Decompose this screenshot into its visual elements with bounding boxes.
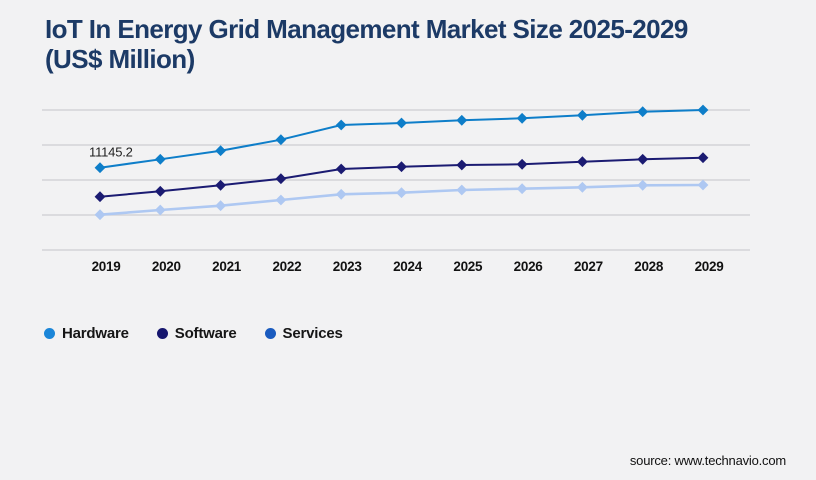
data-point-services-2023	[335, 188, 347, 200]
data-point-services-2019	[94, 209, 106, 221]
data-point-services-2025	[456, 184, 468, 196]
legend-label-services: Services	[282, 325, 343, 342]
data-point-hardware-2026	[516, 112, 528, 124]
data-point-software-2023	[335, 163, 347, 175]
legend: Hardware Software Services	[44, 325, 343, 342]
data-point-hardware-2025	[456, 114, 468, 126]
data-point-services-2022	[275, 194, 287, 206]
x-axis-label: 2025	[453, 259, 483, 274]
data-point-hardware-2021	[215, 145, 226, 157]
x-axis-label: 2023	[333, 259, 363, 274]
data-point-software-2020	[154, 185, 166, 197]
data-point-services-2020	[154, 204, 166, 216]
x-axis-label: 2029	[695, 259, 724, 274]
data-point-hardware-2019	[94, 162, 106, 174]
data-point-software-2026	[516, 158, 528, 170]
data-point-software-2029	[697, 152, 709, 164]
x-axis-label: 2024	[393, 259, 423, 274]
data-point-software-2019	[94, 191, 106, 203]
data-point-hardware-2028	[637, 106, 649, 118]
data-point-hardware-2024	[396, 117, 407, 129]
chart-title-line2: (US$ Million)	[45, 44, 195, 74]
x-axis-label: 2028	[634, 259, 664, 274]
x-axis-label: 2026	[514, 259, 544, 274]
legend-item-services: Services	[264, 325, 343, 342]
legend-label-software: Software	[174, 325, 237, 342]
legend-item-software: Software	[156, 325, 237, 342]
x-axis-label: 2021	[212, 259, 242, 274]
x-axis-label: 2019	[92, 259, 121, 274]
x-axis-label: 2020	[152, 259, 181, 274]
chart-title-line1: IoT In Energy Grid Management Market Siz…	[45, 14, 688, 44]
data-point-hardware-2027	[577, 109, 588, 121]
chart-title: IoT In Energy Grid Management Market Siz…	[45, 14, 745, 74]
data-point-software-2027	[577, 156, 588, 168]
data-point-software-2028	[637, 153, 649, 165]
x-axis-label: 2027	[574, 259, 603, 274]
software-legend-dot-icon	[156, 328, 168, 339]
source-attribution: source: www.technavio.com	[629, 453, 786, 468]
data-point-services-2028	[637, 179, 649, 191]
data-point-hardware-2023	[335, 119, 347, 131]
x-axis-label: 2022	[272, 259, 301, 274]
data-point-services-2026	[516, 183, 528, 195]
data-label-hardware-2019: 11145.2	[89, 145, 133, 160]
services-legend-dot-icon	[264, 328, 276, 339]
data-point-software-2025	[456, 159, 468, 171]
data-point-software-2024	[396, 161, 407, 173]
legend-item-hardware: Hardware	[44, 325, 129, 342]
data-point-software-2022	[275, 173, 287, 185]
data-point-services-2027	[577, 181, 588, 193]
data-point-services-2029	[697, 179, 709, 191]
data-point-services-2024	[396, 187, 407, 199]
data-point-hardware-2029	[697, 104, 709, 116]
data-point-software-2021	[215, 179, 226, 191]
data-point-hardware-2020	[154, 153, 166, 165]
legend-label-hardware: Hardware	[62, 325, 129, 342]
hardware-legend-dot-icon	[44, 328, 55, 339]
data-point-services-2021	[215, 200, 226, 212]
data-point-hardware-2022	[275, 134, 287, 146]
